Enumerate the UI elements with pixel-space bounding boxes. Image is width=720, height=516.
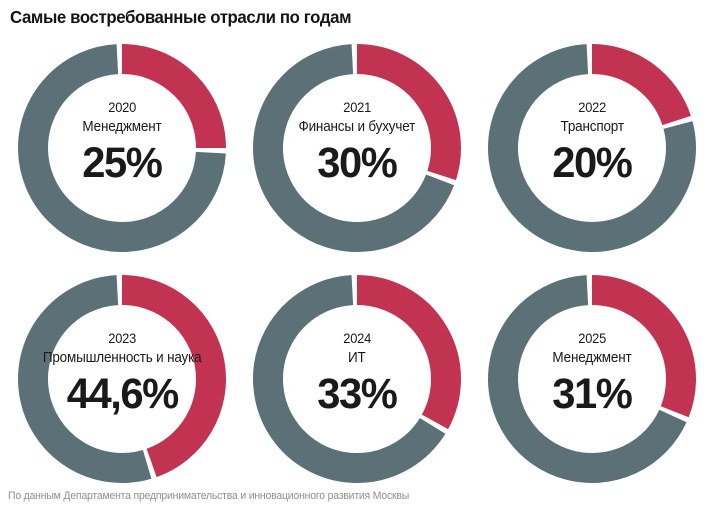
donut-industry-label: ИТ (252, 348, 462, 368)
donut-year: 2021 (343, 99, 371, 115)
donut-segment-remainder (488, 275, 687, 483)
donut-chart-2020: 2020 Менеджмент 25% (17, 43, 227, 253)
donut-ring (18, 275, 226, 483)
donut-percent-value: 31% (552, 370, 633, 418)
donut-industry-label: Транспорт (487, 117, 697, 137)
donut-percent-value: 30% (317, 139, 398, 187)
donut-chart-2023: 2023 Промышленность и наука 44,6% (17, 274, 227, 484)
donut-ring (488, 44, 696, 252)
donut-industry-label: Менеджмент (17, 117, 227, 137)
donut-industry-label-text: Финансы и бухучет (298, 118, 416, 135)
donut-ring (18, 44, 226, 252)
donut-industry-label: Промышленность и наука (17, 348, 227, 368)
donut-industry-label: Менеджмент (487, 348, 697, 368)
donut-center-text: 2024 ИТ 33% (252, 329, 462, 417)
donut-year: 2025 (578, 330, 606, 346)
donut-segment-value (121, 44, 226, 149)
donut-industry-label-text: Транспорт (560, 118, 624, 135)
donut-segment-remainder (18, 44, 226, 252)
donut-chart-2021: 2021 Финансы и бухучет 30% (252, 43, 462, 253)
donut-segment-value (356, 44, 461, 181)
donut-segment-remainder (18, 275, 152, 483)
donut-ring (488, 275, 696, 483)
source-note: По данным Департамента предпринимательст… (8, 490, 410, 502)
donut-year: 2022 (578, 99, 606, 115)
donut-segment-value (356, 275, 461, 430)
donut-ring (253, 44, 461, 252)
donut-segment-value (591, 275, 696, 418)
donut-chart-2025: 2025 Менеджмент 31% (487, 274, 697, 484)
page-title: Самые востребованные отрасли по годам (10, 7, 352, 27)
donut-percent-value: 33% (317, 370, 398, 418)
donut-industry-label-text: Менеджмент (552, 349, 632, 366)
donut-year: 2023 (108, 330, 136, 346)
donut-percent-value: 25% (82, 139, 163, 187)
donut-industry-label: Финансы и бухучет (252, 117, 462, 137)
donut-industry-label-text: ИТ (348, 349, 366, 366)
donut-center-text: 2025 Менеджмент 31% (487, 329, 697, 417)
donut-ring (253, 275, 461, 483)
donut-percent-value: 20% (552, 139, 633, 187)
donut-segment-value (121, 275, 226, 478)
donut-chart-2022: 2022 Транспорт 20% (487, 43, 697, 253)
donut-percent-value: 44,6% (66, 370, 178, 418)
donut-center-text: 2020 Менеджмент 25% (17, 98, 227, 186)
donut-chart-2024: 2024 ИТ 33% (252, 274, 462, 484)
donut-industry-label-text: Промышленность и наука (42, 349, 202, 366)
donut-center-text: 2022 Транспорт 20% (487, 98, 697, 186)
donut-year: 2024 (343, 330, 371, 346)
donut-segment-value (591, 44, 691, 126)
donut-center-text: 2023 Промышленность и наука 44,6% (17, 329, 227, 417)
donut-industry-label-text: Менеджмент (82, 118, 162, 135)
donut-segment-remainder (253, 44, 455, 252)
donut-center-text: 2021 Финансы и бухучет 30% (252, 98, 462, 186)
donut-segment-remainder (253, 275, 446, 483)
donut-year: 2020 (108, 99, 136, 115)
donut-segment-remainder (488, 44, 696, 252)
